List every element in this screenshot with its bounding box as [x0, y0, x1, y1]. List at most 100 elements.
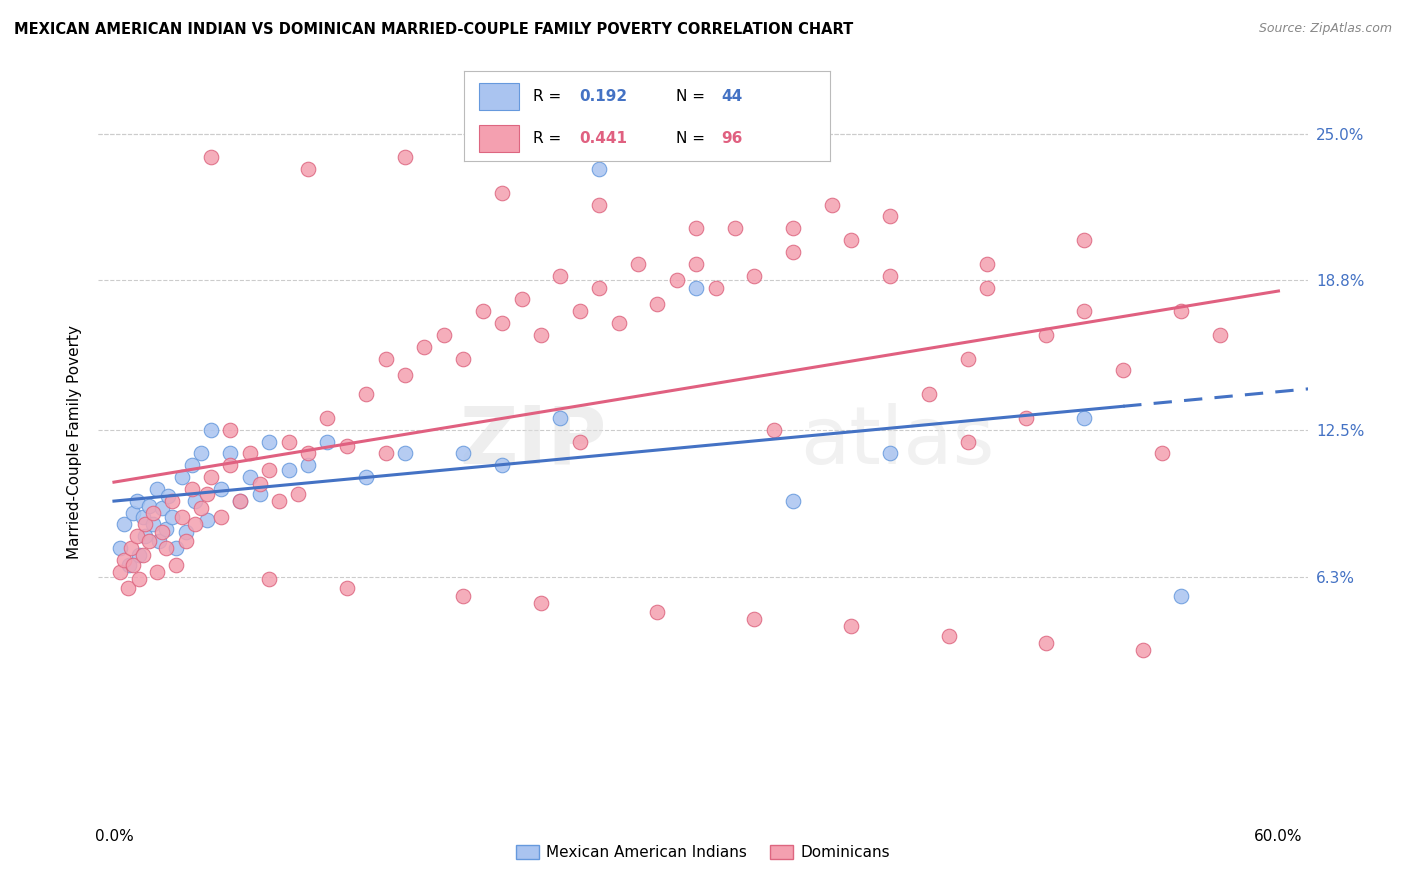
- Point: [200, 150, 222, 164]
- Y-axis label: Married-Couple Family Poverty: Married-Couple Family Poverty: [67, 325, 83, 558]
- Point: [374, 351, 396, 366]
- Point: [568, 434, 591, 449]
- Point: [160, 510, 183, 524]
- Point: [1073, 410, 1095, 425]
- Point: [195, 486, 218, 500]
- Point: [724, 221, 747, 235]
- Point: [1112, 363, 1135, 377]
- Text: ZIP: ZIP: [458, 402, 606, 481]
- Point: [762, 423, 785, 437]
- Point: [336, 439, 359, 453]
- Point: [1035, 636, 1057, 650]
- Point: [155, 541, 177, 556]
- Point: [568, 304, 591, 318]
- Point: [122, 558, 145, 572]
- Point: [297, 162, 319, 177]
- Text: N =: N =: [676, 89, 710, 103]
- Point: [287, 486, 309, 500]
- Point: [112, 553, 135, 567]
- Point: [374, 446, 396, 460]
- Point: [257, 463, 280, 477]
- Point: [647, 297, 669, 311]
- Point: [550, 268, 572, 283]
- Point: [155, 522, 177, 536]
- Point: [200, 470, 222, 484]
- Point: [744, 612, 766, 626]
- Point: [277, 463, 299, 477]
- Point: [209, 482, 232, 496]
- Point: [160, 493, 183, 508]
- Point: [588, 197, 610, 211]
- Point: [128, 548, 150, 563]
- Point: [157, 489, 180, 503]
- Point: [821, 197, 844, 211]
- Point: [184, 493, 207, 508]
- Point: [219, 458, 242, 473]
- Point: [394, 368, 416, 383]
- Point: [1170, 304, 1192, 318]
- Point: [530, 327, 553, 342]
- Point: [588, 162, 610, 177]
- Point: [316, 434, 339, 449]
- Point: [142, 517, 165, 532]
- Point: [142, 506, 165, 520]
- Point: [647, 605, 669, 619]
- Point: [118, 558, 141, 572]
- Point: [956, 434, 979, 449]
- Point: [249, 486, 271, 500]
- Point: [550, 410, 572, 425]
- Bar: [478, 83, 519, 110]
- Point: [879, 268, 901, 283]
- Point: [879, 446, 901, 460]
- Point: [138, 534, 160, 549]
- Point: [453, 446, 475, 460]
- Point: [453, 589, 475, 603]
- Point: [190, 446, 212, 460]
- Point: [1209, 327, 1232, 342]
- Point: [918, 387, 941, 401]
- Point: [744, 268, 766, 283]
- Point: [530, 596, 553, 610]
- Point: [394, 446, 416, 460]
- Point: [267, 493, 290, 508]
- Point: [239, 470, 262, 484]
- Point: [938, 629, 960, 643]
- Point: [132, 548, 155, 563]
- Point: [219, 446, 242, 460]
- Point: [453, 351, 475, 366]
- Point: [229, 493, 252, 508]
- Point: [297, 446, 319, 460]
- Bar: [478, 125, 519, 152]
- Point: [174, 534, 197, 549]
- Point: [665, 273, 688, 287]
- Point: [134, 529, 156, 543]
- Point: [112, 517, 135, 532]
- Point: [128, 572, 150, 586]
- Point: [195, 513, 218, 527]
- Point: [152, 500, 174, 515]
- Point: [229, 493, 252, 508]
- Text: 44: 44: [721, 89, 742, 103]
- Point: [170, 470, 193, 484]
- Point: [117, 582, 139, 596]
- Point: [134, 517, 156, 532]
- Point: [190, 500, 212, 515]
- Point: [471, 304, 494, 318]
- Point: [108, 565, 131, 579]
- Point: [127, 493, 149, 508]
- Point: [138, 499, 160, 513]
- Point: [1150, 446, 1173, 460]
- Point: [249, 477, 271, 491]
- Point: [782, 493, 804, 508]
- Point: [180, 458, 202, 473]
- Point: [219, 423, 242, 437]
- Point: [316, 410, 339, 425]
- Point: [782, 244, 804, 259]
- Point: [170, 510, 193, 524]
- Point: [1132, 643, 1154, 657]
- Point: [257, 434, 280, 449]
- Point: [491, 316, 513, 330]
- Point: [1073, 233, 1095, 247]
- Point: [145, 482, 167, 496]
- Point: [433, 327, 456, 342]
